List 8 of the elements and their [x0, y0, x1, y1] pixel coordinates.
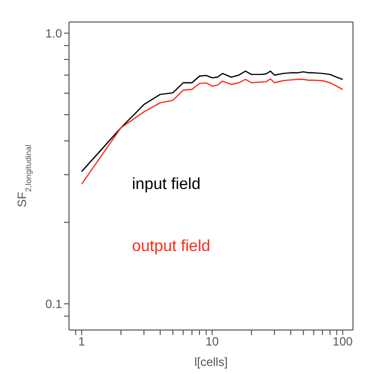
x-tick-label: 100: [332, 334, 353, 349]
y-tick-label: 0.1: [45, 297, 62, 312]
text: input field: [132, 176, 202, 194]
x-axis-title: l[cells]: [194, 355, 228, 369]
x-tick-label: 10: [205, 334, 220, 349]
x-tick-label: 1: [78, 334, 86, 349]
y-tick-label: 1.0: [45, 26, 62, 40]
text: output field: [132, 238, 210, 256]
